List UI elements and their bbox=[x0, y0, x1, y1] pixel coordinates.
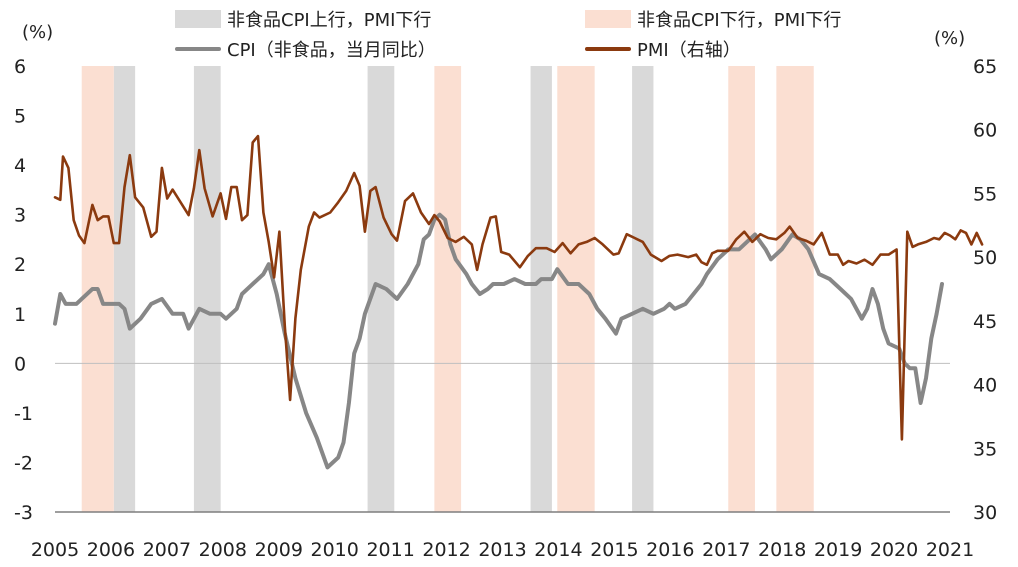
x-tick-label-1: 2006 bbox=[87, 539, 135, 561]
x-tick-label-10: 2015 bbox=[590, 539, 638, 561]
x-tick-label-0: 2005 bbox=[31, 539, 79, 561]
left-tick-label-0: 6 bbox=[14, 56, 26, 78]
pmi-line bbox=[53, 134, 984, 441]
legend-gray-label: 非食品CPI上行，PMI下行 bbox=[227, 10, 432, 31]
x-tick-label-4: 2009 bbox=[255, 539, 303, 561]
right-tick-label-3: 50 bbox=[973, 247, 997, 269]
peach-band-3 bbox=[728, 66, 755, 512]
legend-pmi-swatch bbox=[585, 47, 631, 51]
legend-gray-band: 非食品CPI上行，PMI下行 bbox=[175, 8, 432, 31]
left-tick-label-2: 4 bbox=[14, 155, 26, 177]
legend-cpi-label: CPI（非食品，当月同比） bbox=[227, 40, 436, 61]
legend-cpi-swatch bbox=[175, 47, 221, 51]
x-tick-label-15: 2020 bbox=[870, 539, 918, 561]
gray-band-3 bbox=[530, 66, 552, 512]
x-tick-label-8: 2013 bbox=[478, 539, 526, 561]
x-tick-label-13: 2018 bbox=[758, 539, 806, 561]
legend-peach-swatch bbox=[585, 10, 631, 28]
x-tick-label-6: 2011 bbox=[366, 539, 414, 561]
right-tick-label-1: 60 bbox=[973, 120, 997, 142]
left-tick-label-5: 1 bbox=[14, 304, 26, 326]
peach-band-4 bbox=[776, 66, 814, 512]
cpi-line bbox=[53, 212, 944, 470]
left-tick-label-3: 3 bbox=[14, 205, 26, 227]
right-tick-label-7: 30 bbox=[973, 502, 997, 524]
legend-pmi-label: PMI（右轴） bbox=[637, 40, 741, 61]
right-tick-label-2: 55 bbox=[973, 183, 997, 205]
legend-cpi-line: CPI（非食品，当月同比） bbox=[175, 38, 436, 61]
legend-pmi-line: PMI（右轴） bbox=[585, 38, 741, 61]
left-tick-label-7: -1 bbox=[14, 403, 33, 425]
legend-gray-swatch bbox=[175, 10, 221, 28]
left-tick-label-4: 2 bbox=[14, 254, 26, 276]
x-tick-label-7: 2012 bbox=[422, 539, 470, 561]
right-tick-label-5: 40 bbox=[973, 375, 997, 397]
x-tick-label-5: 2010 bbox=[311, 539, 359, 561]
peach-band-2 bbox=[557, 66, 595, 512]
gray-band-1 bbox=[193, 66, 221, 512]
left-tick-label-6: 0 bbox=[14, 353, 26, 375]
gray-band-2 bbox=[367, 66, 395, 512]
right-tick-label-6: 35 bbox=[973, 438, 997, 460]
x-tick-label-9: 2014 bbox=[534, 539, 582, 561]
x-tick-label-3: 2008 bbox=[199, 539, 247, 561]
x-tick-label-12: 2017 bbox=[702, 539, 750, 561]
peach-band-1 bbox=[434, 66, 462, 512]
left-tick-label-1: 5 bbox=[14, 106, 26, 128]
left-axis-unit: (%) bbox=[22, 22, 54, 43]
gray-band-4 bbox=[632, 66, 654, 512]
legend-peach-band: 非食品CPI下行，PMI下行 bbox=[585, 8, 842, 31]
right-axis-unit: (%) bbox=[934, 28, 966, 49]
x-tick-label-11: 2016 bbox=[646, 539, 694, 561]
left-tick-label-8: -2 bbox=[14, 452, 33, 474]
right-tick-label-0: 65 bbox=[973, 56, 997, 78]
right-tick-label-4: 45 bbox=[973, 311, 997, 333]
legend-peach-label: 非食品CPI下行，PMI下行 bbox=[637, 10, 842, 31]
x-tick-label-2: 2007 bbox=[143, 539, 191, 561]
x-tick-label-14: 2019 bbox=[814, 539, 862, 561]
x-tick-label-16: 2021 bbox=[926, 539, 974, 561]
gray-band-0 bbox=[113, 66, 136, 512]
left-tick-label-9: -3 bbox=[14, 502, 33, 524]
